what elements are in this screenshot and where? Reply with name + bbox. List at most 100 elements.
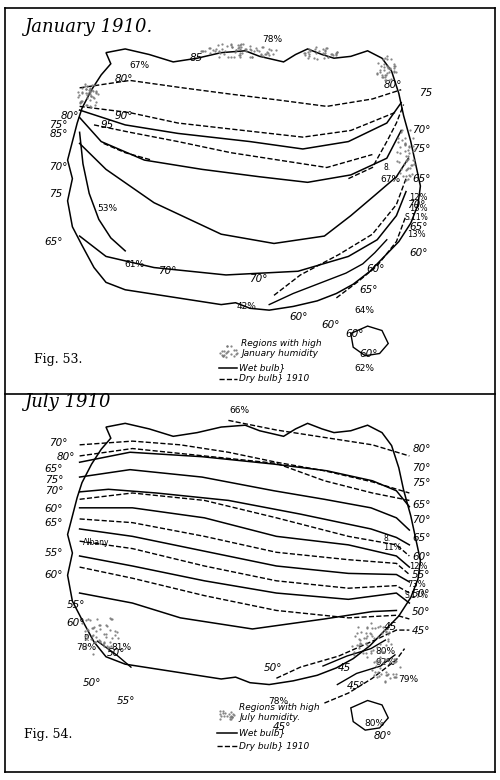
Point [264, 47, 272, 59]
Point [88, 633, 96, 645]
Point [376, 662, 384, 675]
Point [92, 96, 100, 108]
Point [381, 73, 389, 86]
Point [106, 640, 114, 653]
Point [82, 638, 90, 651]
Point [227, 709, 235, 722]
Point [391, 670, 399, 682]
Point [216, 705, 224, 718]
Point [222, 350, 230, 363]
Point [82, 614, 90, 626]
Point [233, 347, 241, 360]
Point [376, 655, 384, 668]
Point [89, 622, 97, 634]
Point [106, 623, 114, 636]
Point [211, 45, 219, 58]
Point [383, 50, 391, 62]
Point [398, 124, 406, 136]
Text: 67%: 67% [129, 61, 149, 70]
Point [376, 668, 384, 680]
Text: 80°: 80° [374, 731, 392, 741]
Point [92, 630, 100, 643]
Text: 65°: 65° [44, 464, 63, 474]
Point [323, 42, 331, 55]
Point [324, 51, 332, 63]
Point [379, 646, 387, 658]
Point [226, 707, 234, 720]
Point [87, 90, 95, 102]
Point [400, 158, 408, 171]
Point [235, 41, 243, 53]
Point [304, 51, 312, 64]
Point [386, 672, 394, 684]
Point [378, 627, 386, 640]
Point [82, 629, 90, 641]
Text: 81%: 81% [112, 643, 132, 652]
Text: 60°: 60° [44, 504, 63, 513]
Text: 13%: 13% [408, 230, 426, 239]
Point [350, 649, 358, 661]
Point [402, 137, 409, 150]
Text: 13%: 13% [410, 204, 428, 213]
Point [390, 60, 398, 73]
Point [82, 83, 90, 95]
Point [239, 37, 247, 50]
Point [262, 48, 270, 60]
Point [402, 154, 410, 167]
Point [370, 632, 378, 644]
Point [322, 42, 330, 55]
Text: 95: 95 [100, 120, 114, 129]
Point [216, 48, 224, 60]
Point [404, 144, 411, 156]
Point [230, 51, 237, 63]
Point [100, 636, 108, 649]
Point [373, 671, 381, 683]
Point [84, 624, 92, 636]
Point [220, 345, 228, 357]
Point [382, 669, 390, 682]
Text: 55°: 55° [44, 548, 63, 558]
Point [387, 73, 395, 85]
Point [82, 78, 90, 90]
Text: Dry bulb} 1910: Dry bulb} 1910 [240, 374, 310, 383]
Text: 65°: 65° [44, 519, 63, 528]
Text: 60°: 60° [321, 320, 340, 330]
Point [373, 657, 381, 669]
Point [332, 49, 340, 62]
Point [408, 158, 416, 171]
Point [393, 155, 401, 168]
Point [82, 625, 90, 637]
Point [232, 344, 240, 356]
Point [402, 150, 410, 162]
Point [90, 636, 98, 648]
Point [312, 47, 320, 59]
Point [404, 140, 412, 152]
Point [363, 639, 371, 651]
Point [88, 79, 96, 91]
Point [259, 50, 267, 62]
Text: 45°: 45° [347, 682, 366, 691]
Point [380, 70, 388, 83]
Text: Regions with high: Regions with high [240, 704, 320, 712]
Point [353, 639, 361, 651]
Text: 65°: 65° [360, 285, 378, 295]
Point [379, 657, 387, 669]
Point [312, 43, 320, 55]
Point [384, 634, 392, 647]
Point [375, 654, 383, 666]
Point [314, 45, 322, 58]
Point [100, 640, 108, 653]
Point [400, 132, 408, 144]
Point [235, 49, 243, 62]
Point [374, 670, 382, 682]
Text: 60°: 60° [360, 349, 378, 360]
Point [84, 87, 92, 99]
Text: 50°: 50° [264, 663, 282, 673]
Point [88, 90, 96, 102]
Point [78, 617, 86, 629]
Point [221, 44, 229, 57]
Point [384, 668, 392, 681]
Text: 12%: 12% [410, 562, 428, 571]
Point [228, 706, 235, 718]
Point [367, 645, 375, 658]
